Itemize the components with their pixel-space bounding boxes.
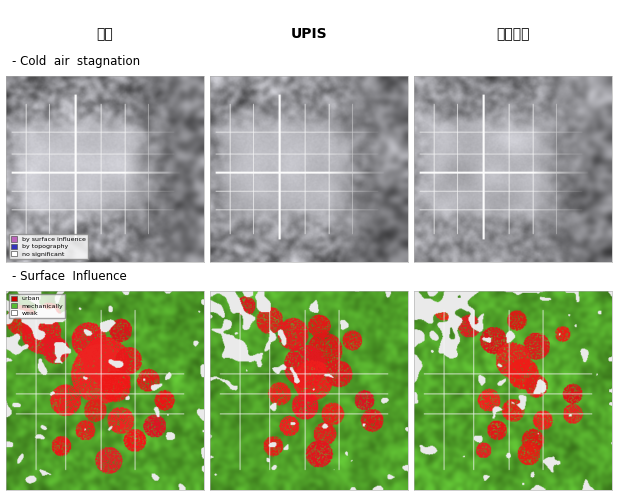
Text: - Surface  Influence: - Surface Influence xyxy=(12,270,127,283)
Text: 현재: 현재 xyxy=(97,27,114,42)
Text: UPIS: UPIS xyxy=(290,27,328,42)
Legend: by surface influence, by topography, no significant: by surface influence, by topography, no … xyxy=(9,235,88,258)
Text: 녹지확장: 녹지확장 xyxy=(496,27,530,42)
Text: - Cold  air  stagnation: - Cold air stagnation xyxy=(12,55,140,68)
Legend: urban, mechanically, weak: urban, mechanically, weak xyxy=(9,294,66,318)
